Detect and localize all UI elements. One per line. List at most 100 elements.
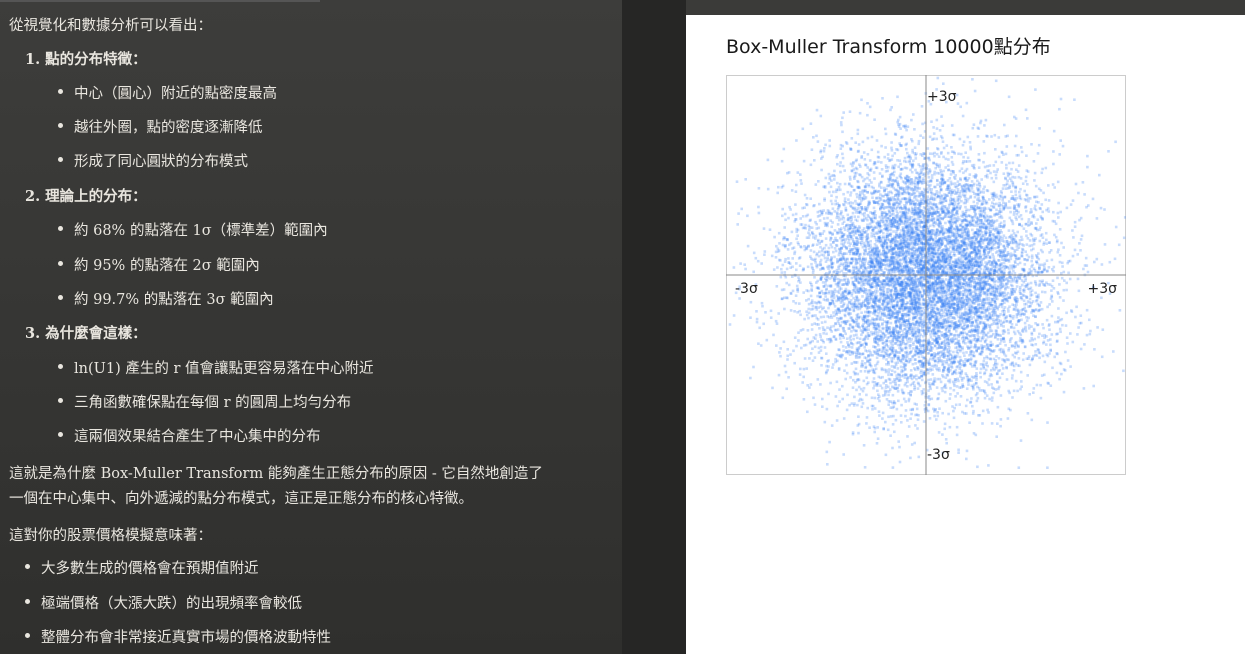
data-point [1062, 246, 1065, 249]
data-point [841, 334, 844, 337]
data-point [893, 342, 897, 345]
data-point [855, 252, 859, 256]
data-point [928, 245, 931, 249]
data-point [871, 293, 874, 296]
data-point [975, 311, 978, 314]
data-point [928, 135, 932, 139]
data-point [1008, 296, 1012, 300]
data-point [960, 257, 963, 261]
data-point [1016, 248, 1019, 251]
data-point [977, 386, 981, 390]
data-point [801, 268, 805, 272]
data-point [974, 329, 978, 333]
data-point [880, 311, 884, 315]
data-point [941, 178, 945, 182]
data-point [925, 290, 929, 293]
data-point [881, 338, 885, 342]
data-point [1054, 235, 1058, 239]
data-point [895, 253, 899, 256]
data-point [1043, 373, 1046, 377]
data-point [1068, 277, 1072, 281]
data-point [943, 318, 946, 322]
data-point [915, 345, 918, 348]
data-point [874, 216, 877, 220]
data-point [906, 220, 910, 223]
data-point [973, 297, 977, 300]
data-point [886, 326, 889, 330]
data-point [911, 230, 914, 234]
data-point [995, 366, 998, 370]
data-point [957, 228, 960, 232]
data-point [880, 244, 883, 247]
data-point [1041, 167, 1044, 171]
data-point [972, 301, 975, 305]
data-point [828, 177, 832, 181]
data-point [912, 269, 915, 273]
data-point [849, 220, 853, 223]
data-point [907, 246, 911, 249]
data-point [873, 236, 877, 239]
data-point [990, 399, 994, 402]
data-point [882, 295, 885, 298]
data-point [951, 276, 954, 279]
data-point [855, 236, 858, 239]
data-point [936, 258, 940, 261]
data-point [908, 307, 912, 311]
data-point [894, 287, 898, 290]
data-point [968, 224, 972, 227]
data-point [956, 309, 960, 313]
data-point [957, 293, 960, 297]
data-point [972, 316, 976, 319]
data-point [952, 297, 956, 300]
data-point [981, 196, 985, 199]
data-point [793, 220, 797, 223]
data-point [867, 334, 871, 338]
data-point [852, 320, 855, 323]
data-point [910, 330, 914, 334]
data-point [986, 335, 990, 339]
data-point [977, 287, 980, 290]
data-point [983, 206, 986, 210]
data-point [984, 324, 987, 327]
data-point [1014, 351, 1017, 355]
data-point [850, 316, 854, 320]
data-point [914, 368, 917, 372]
data-point [1002, 350, 1005, 354]
data-point [851, 326, 854, 330]
data-point [823, 147, 826, 150]
data-point [907, 192, 911, 196]
data-point [848, 269, 851, 272]
data-point [852, 337, 855, 341]
data-point [830, 211, 833, 215]
data-point [917, 260, 921, 263]
data-point [859, 277, 863, 281]
data-point [1012, 314, 1015, 318]
data-point [752, 365, 755, 369]
data-point [843, 240, 847, 244]
data-point [1019, 177, 1023, 180]
data-point [918, 282, 921, 286]
data-point [788, 205, 791, 209]
data-point [982, 257, 985, 261]
data-point [938, 253, 941, 256]
data-point [973, 298, 976, 301]
data-point [842, 329, 845, 332]
data-point [990, 297, 994, 301]
data-point [907, 186, 911, 190]
data-point [950, 266, 953, 269]
data-point [849, 248, 853, 252]
data-point [900, 280, 903, 284]
data-point [903, 354, 907, 358]
data-point [965, 224, 968, 227]
data-point [908, 224, 911, 228]
data-point [861, 325, 864, 328]
data-point [855, 296, 858, 299]
data-point [967, 187, 971, 190]
data-point [915, 262, 918, 265]
data-point [964, 223, 967, 227]
data-point [1034, 308, 1037, 312]
data-point [861, 283, 865, 286]
data-point [852, 161, 855, 164]
data-point [931, 356, 935, 360]
data-point [944, 438, 948, 441]
